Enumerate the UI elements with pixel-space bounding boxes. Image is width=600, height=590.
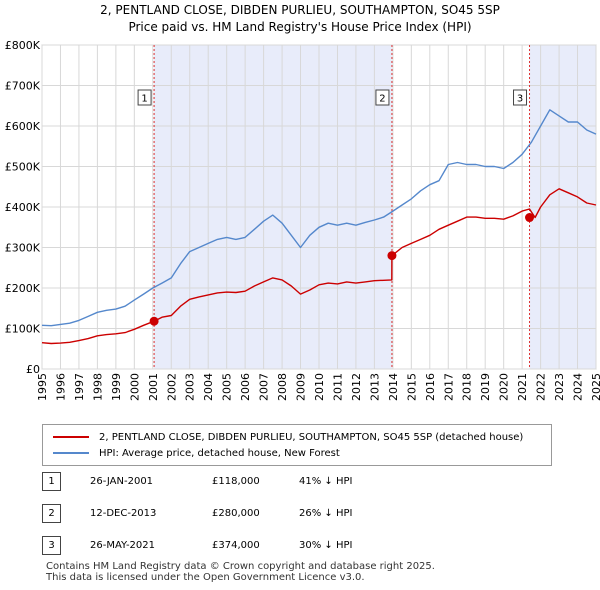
sale-hpi-diff: 30% ↓ HPI — [299, 540, 353, 551]
y-tick-label: £200K — [5, 282, 41, 295]
sale-point — [387, 251, 397, 261]
sale-number: 3 — [42, 536, 61, 555]
sale-row: 2 12-DEC-2013 £280,000 26% ↓ HPI — [42, 504, 562, 524]
sale-date: 26-MAY-2021 — [90, 540, 156, 551]
x-tick-label: 2001 — [147, 373, 160, 401]
price-chart: £0 £100K £200K £300K £400K £500K £600K £700K £80… — [5, 39, 600, 401]
chart-subtitle: Price paid vs. HM Land Registry's House … — [128, 20, 472, 34]
legend: 2, PENTLAND CLOSE, DIBDEN PURLIEU, SOUTH… — [42, 424, 552, 466]
x-tick-label: 2005 — [221, 373, 234, 401]
legend-item-hpi: HPI: Average price, detached house, New … — [53, 446, 340, 460]
x-tick-label: 2009 — [295, 373, 308, 401]
y-tick-label: £800K — [5, 39, 41, 52]
x-tick-label: 2021 — [516, 373, 529, 401]
x-tick-label: 2007 — [258, 373, 271, 401]
x-tick-label: 2017 — [442, 373, 455, 401]
x-tick-label: 2025 — [590, 373, 600, 401]
sale-point — [149, 316, 159, 326]
x-tick-label: 2000 — [128, 373, 141, 401]
sale-hpi-diff: 41% ↓ HPI — [299, 476, 353, 487]
y-tick-label: £0 — [26, 363, 40, 376]
sale-number: 1 — [42, 472, 61, 491]
hpi-line — [41, 109, 597, 327]
sale-date: 26-JAN-2001 — [90, 476, 154, 487]
y-tick-label: £300K — [5, 242, 41, 255]
x-tick-label: 2020 — [498, 373, 511, 401]
x-tick-label: 2018 — [461, 373, 474, 401]
x-tick-label: 2012 — [350, 373, 363, 401]
x-tick-label: 2013 — [368, 373, 381, 401]
legend-swatch-property — [53, 436, 89, 438]
x-tick-label: 2024 — [572, 373, 585, 401]
x-tick-label: 1997 — [73, 373, 86, 401]
x-tick-label: 2002 — [165, 373, 178, 401]
property-price-line — [41, 188, 597, 345]
legend-item-property: 2, PENTLAND CLOSE, DIBDEN PURLIEU, SOUTH… — [53, 430, 523, 444]
y-tick-label: £400K — [5, 201, 41, 214]
sale-date: 12-DEC-2013 — [90, 508, 157, 519]
x-tick-label: 2008 — [276, 373, 289, 401]
legend-label-hpi: HPI: Average price, detached house, New … — [99, 447, 340, 459]
sale-point — [525, 213, 535, 223]
sale-marker-box — [375, 89, 390, 106]
x-tick-label: 2015 — [405, 373, 418, 401]
footer-line-1: Contains HM Land Registry data © Crown c… — [46, 561, 435, 572]
sale-marker-box — [513, 89, 528, 106]
x-tick-label: 1996 — [54, 373, 67, 401]
x-tick-label: 2011 — [331, 373, 344, 401]
sale-marker-label: 2 — [379, 94, 385, 105]
sale-hpi-diff: 26% ↓ HPI — [299, 508, 353, 519]
sale-price: £118,000 — [212, 476, 260, 487]
x-tick-label: 2023 — [553, 373, 566, 401]
sale-price: £374,000 — [212, 540, 260, 551]
x-tick-label: 2010 — [313, 373, 326, 401]
x-tick-label: 1995 — [36, 373, 49, 401]
y-tick-label: £700K — [5, 80, 41, 93]
sale-row: 1 26-JAN-2001 £118,000 41% ↓ HPI — [42, 472, 562, 492]
sale-marker-label: 1 — [141, 94, 147, 105]
x-tick-label: 2006 — [239, 373, 252, 401]
x-tick-label: 2003 — [184, 373, 197, 401]
legend-swatch-hpi — [53, 452, 89, 454]
sale-price: £280,000 — [212, 508, 260, 519]
x-tick-label: 2016 — [424, 373, 437, 401]
footer: Contains HM Land Registry data © Crown c… — [46, 561, 435, 583]
sale-marker-label: 3 — [517, 94, 523, 105]
y-tick-label: £600K — [5, 120, 41, 133]
x-tick-label: 1999 — [110, 373, 123, 401]
x-tick-label: 2022 — [535, 373, 548, 401]
y-tick-label: £500K — [5, 161, 41, 174]
sale-number: 2 — [42, 504, 61, 523]
chart-title: 2, PENTLAND CLOSE, DIBDEN PURLIEU, SOUTH… — [100, 3, 500, 17]
x-tick-label: 1998 — [91, 373, 104, 401]
sale-marker-box — [137, 89, 152, 106]
x-tick-label: 2014 — [387, 373, 400, 401]
x-tick-label: 2004 — [202, 373, 215, 401]
x-tick-label: 2019 — [479, 373, 492, 401]
sale-row: 3 26-MAY-2021 £374,000 30% ↓ HPI — [42, 536, 562, 556]
footer-line-2: This data is licensed under the Open Gov… — [46, 572, 365, 583]
legend-label-property: 2, PENTLAND CLOSE, DIBDEN PURLIEU, SOUTH… — [99, 431, 524, 443]
y-tick-label: £100K — [5, 323, 41, 336]
